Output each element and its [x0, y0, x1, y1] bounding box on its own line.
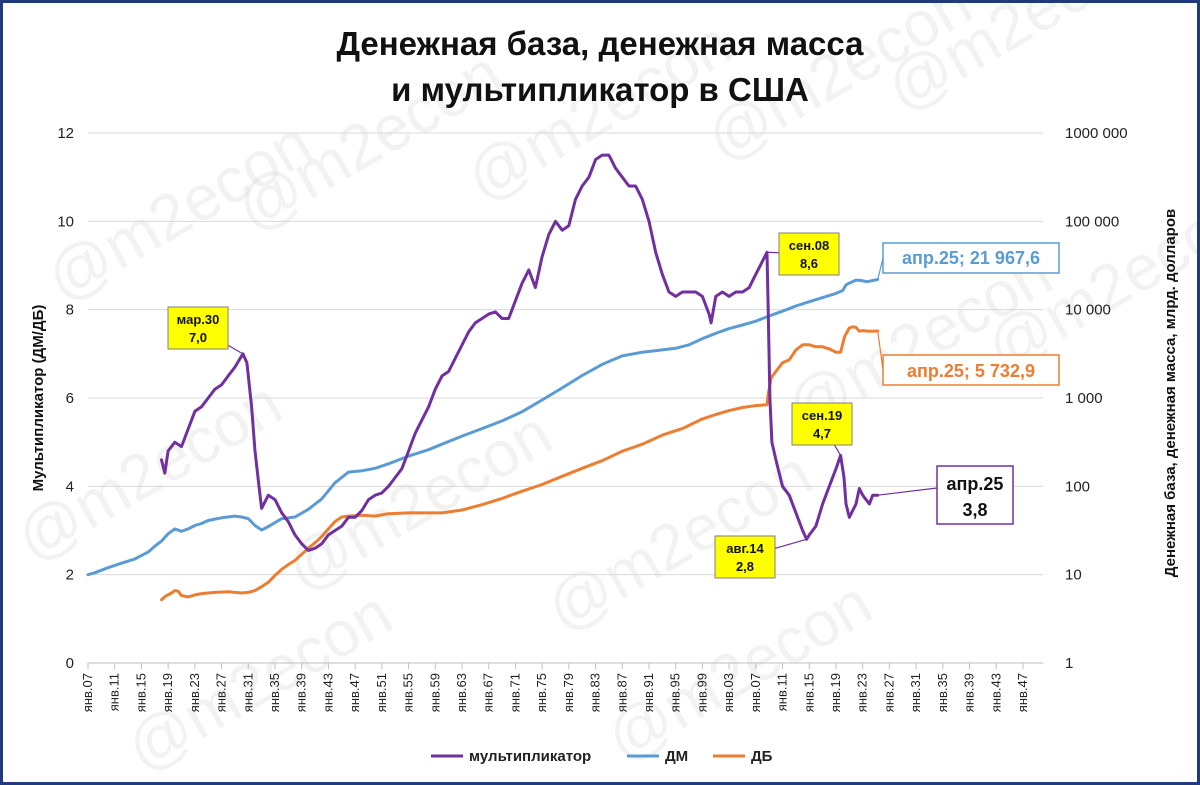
x-tick-label: янв.03	[721, 673, 736, 712]
callout-box	[714, 535, 776, 579]
x-tick-label: янв.19	[828, 673, 843, 712]
callout-value: 7,0	[189, 330, 207, 345]
dm-end-label: апр.25; 21 967,6	[902, 248, 1040, 268]
chart-svg: @m2econ@m2econ@m2econ@m2econ@m2econ@m2ec…	[4, 3, 1197, 782]
x-tick-label: янв.31	[908, 673, 923, 712]
y-right-tick-label: 100	[1065, 478, 1090, 495]
x-tick-label: янв.35	[935, 673, 950, 712]
series-line-multiplier	[160, 153, 880, 552]
y-right-tick-label: 100 000	[1065, 213, 1119, 230]
x-tick-label: янв.27	[881, 673, 896, 712]
end-labels: апр.25; 21 967,6 апр.25; 5 732,9 апр.25 3,8	[877, 242, 1060, 525]
mult-end-label-box	[936, 465, 1014, 525]
callout-date: сен.19	[802, 408, 842, 423]
db-end-leader	[877, 330, 884, 371]
callout-date: сен.08	[789, 238, 829, 253]
callout-date: мар.30	[177, 312, 220, 327]
db-end-label-box	[882, 354, 1060, 386]
y-left-tick-label: 8	[66, 302, 74, 319]
y-axis-right-ticks: 1 10 100 1 000 10 000 100 000 1000 000	[1065, 125, 1128, 672]
y-axis-left-ticks: 0 2 4 6 8 10 12	[57, 125, 74, 672]
y-right-tick-label: 10 000	[1065, 302, 1111, 319]
callout-date: авг.14	[726, 541, 764, 556]
callouts-layer: мар.30 7,0 сен.08 8,6 авг.14 2,8 сен.19 4,7	[167, 232, 853, 579]
y-right-tick-label: 1	[1065, 655, 1073, 672]
watermark-layer: @m2econ@m2econ@m2econ@m2econ@m2econ@m2ec…	[4, 3, 1197, 782]
x-tick-label: янв.11	[107, 673, 122, 711]
dm-end-label-box	[882, 242, 1060, 274]
x-tick-label: янв.35	[267, 673, 282, 712]
x-tick-label: янв.27	[214, 673, 229, 712]
y-left-tick-label: 2	[66, 567, 74, 584]
y-left-tick-label: 4	[66, 478, 74, 495]
x-tick-label: янв.59	[427, 673, 442, 712]
x-tick-label: янв.39	[294, 673, 309, 712]
callout-value: 4,7	[813, 426, 831, 441]
x-tick-label: янв.83	[588, 673, 603, 712]
x-tick-label: янв.91	[641, 673, 656, 712]
x-tick-label: янв.63	[454, 673, 469, 712]
legend: мультипликатор ДМ ДБ	[431, 748, 773, 765]
x-tick-label: янв.23	[855, 673, 870, 712]
x-axis: янв.07 янв.11 янв.15 янв.19 янв.23 янв.27 янв.…	[80, 662, 1043, 712]
y-right-tick-label: 1 000	[1065, 390, 1103, 407]
series-line-dm	[86, 278, 880, 577]
callout-box	[791, 402, 853, 446]
y-right-tick-label: 10	[1065, 567, 1082, 584]
chart-title-line1: Денежная база, денежная масса	[336, 25, 864, 62]
x-tick-label: янв.11	[775, 673, 790, 711]
x-tick-label: янв.75	[534, 673, 549, 712]
x-tick-label: янв.71	[507, 673, 522, 712]
x-tick-label: янв.55	[401, 673, 416, 712]
x-tick-label: янв.51	[374, 673, 389, 712]
x-tick-label: янв.87	[614, 673, 629, 712]
y-left-tick-label: 6	[66, 390, 74, 407]
x-tick-label: янв.43	[988, 673, 1003, 712]
y-axis-right-label: Денежная база, денежная масса, млрд. дол…	[1162, 209, 1179, 577]
x-tick-label: янв.15	[133, 673, 148, 712]
mult-end-leader	[877, 487, 938, 496]
dm-end-leader	[877, 257, 884, 280]
x-tick-label: янв.07	[80, 673, 95, 712]
x-tick-label: янв.99	[694, 673, 709, 712]
callout-value: 8,6	[800, 256, 818, 271]
chart-title-line2: и мультипликатор в США	[391, 71, 809, 108]
y-left-tick-label: 0	[66, 655, 74, 672]
y-left-tick-label: 12	[57, 125, 74, 142]
legend-label-db: ДБ	[751, 748, 773, 765]
series-line-db	[160, 325, 880, 602]
x-tick-label: янв.39	[962, 673, 977, 712]
x-tick-label: янв.07	[748, 673, 763, 712]
db-end-label: апр.25; 5 732,9	[907, 361, 1035, 381]
x-tick-label: янв.47	[1015, 673, 1030, 712]
series-layer	[86, 153, 880, 602]
x-tick-label: янв.43	[320, 673, 335, 712]
callout-value: 2,8	[736, 559, 754, 574]
legend-label-dm: ДМ	[665, 748, 688, 765]
y-right-tick-label: 1000 000	[1065, 125, 1128, 142]
y-left-tick-label: 10	[57, 213, 74, 230]
x-tick-label: янв.23	[187, 673, 202, 712]
x-tick-label: янв.19	[160, 673, 175, 712]
callout-box	[778, 232, 840, 276]
mult-end-label-value: 3,8	[962, 500, 987, 520]
x-tick-label: янв.95	[668, 673, 683, 712]
x-tick-label: янв.67	[481, 673, 496, 712]
x-tick-label: янв.47	[347, 673, 362, 712]
callout-box	[167, 306, 229, 350]
y-axis-left-label: Мультипликатор (ДМ/ДБ)	[30, 305, 47, 492]
x-tick-label: янв.31	[240, 673, 255, 712]
mult-end-label-date: апр.25	[947, 474, 1004, 494]
x-tick-label: янв.15	[801, 673, 816, 712]
x-tick-label: янв.79	[561, 673, 576, 712]
legend-label-multiplier: мультипликатор	[469, 748, 591, 765]
